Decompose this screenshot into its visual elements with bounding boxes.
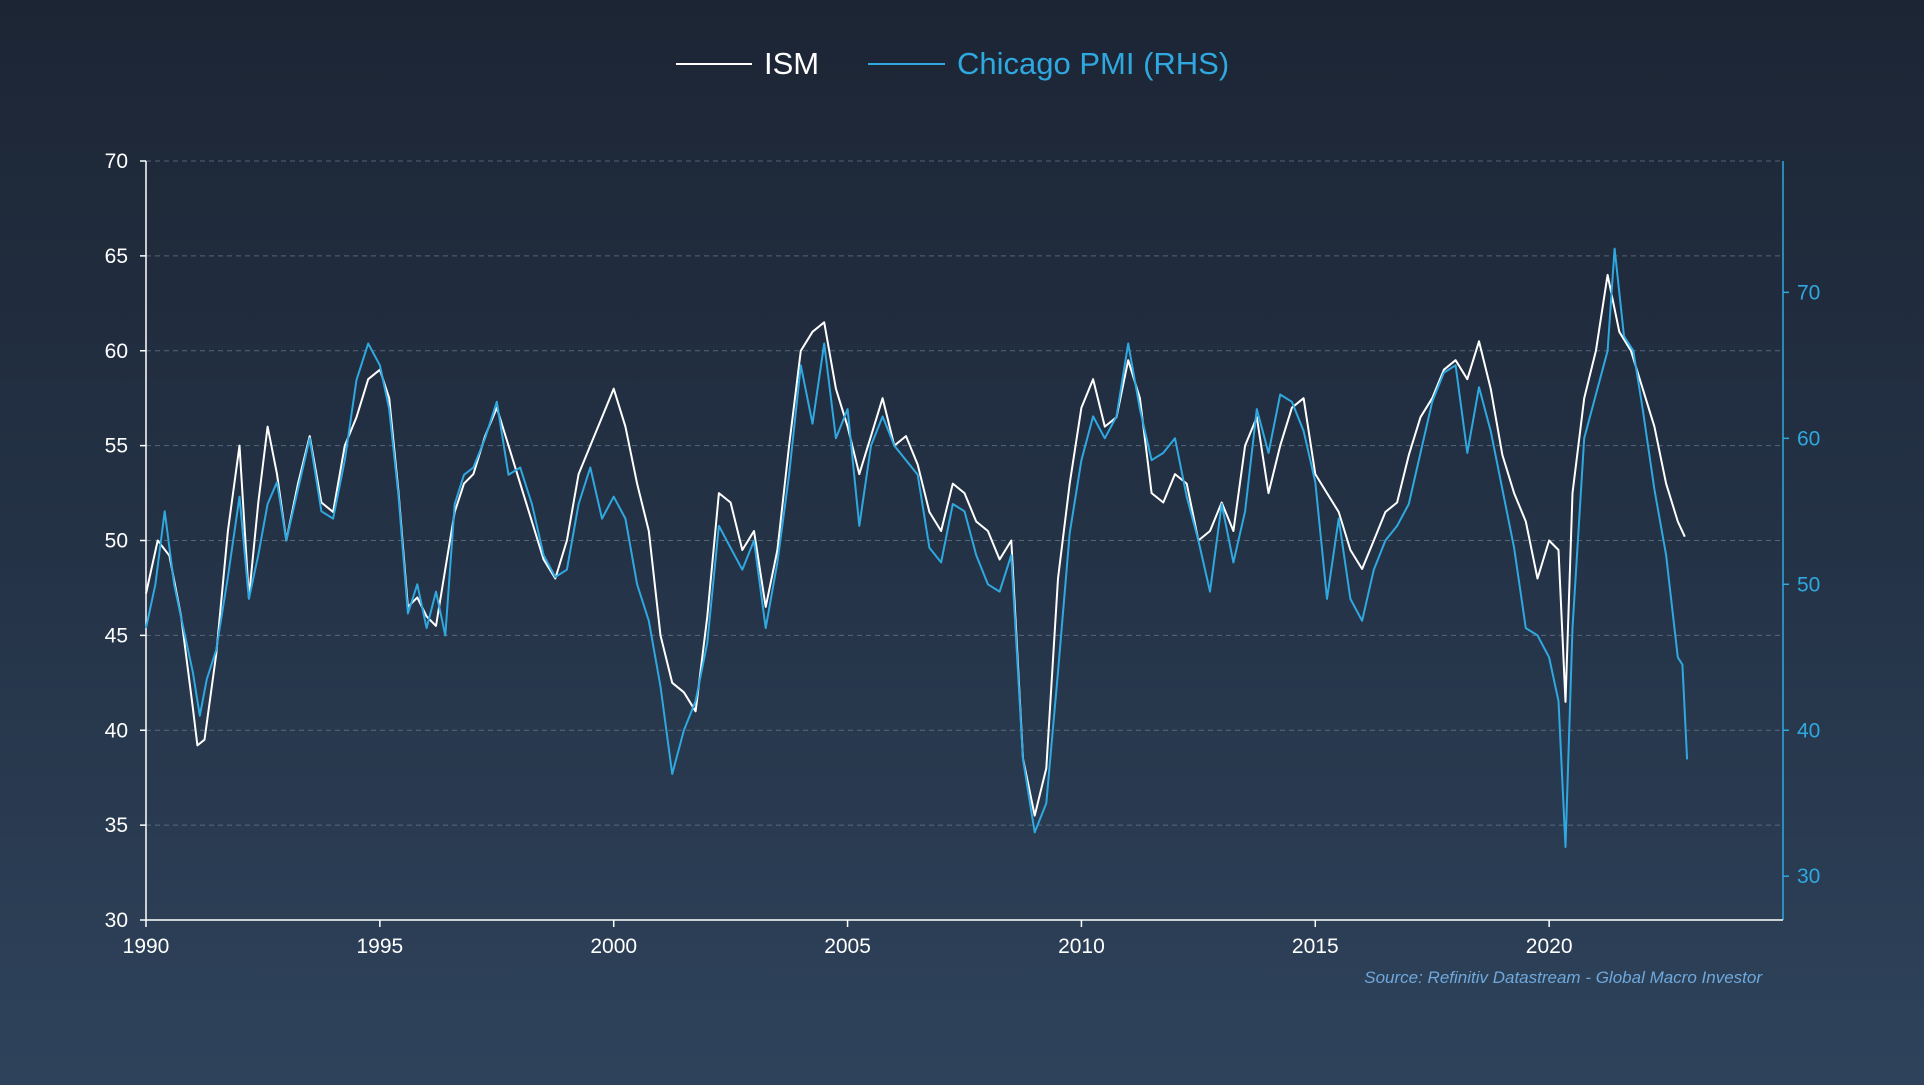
x-tick-label: 2015 xyxy=(1292,935,1339,958)
gridlines xyxy=(146,160,1783,826)
left-tick-label: 40 xyxy=(105,719,128,742)
x-tick-label: 2010 xyxy=(1058,935,1105,958)
series-line-ism xyxy=(145,273,1686,817)
left-tick-label: 50 xyxy=(105,530,128,553)
right-y-axis: 30 40 50 60 70 xyxy=(1782,161,1820,920)
left-tick-label: 55 xyxy=(105,435,128,458)
left-tick-label: 30 xyxy=(105,909,128,932)
right-tick-label: 60 xyxy=(1797,427,1820,450)
legend-label-ism: ISM xyxy=(764,46,819,81)
right-tick-label: 70 xyxy=(1797,281,1820,304)
x-tick-label: 2020 xyxy=(1526,935,1573,958)
x-axis: 1990 1995 2000 2005 2010 2015 2020 xyxy=(123,919,1783,958)
x-tick-label: 2000 xyxy=(590,935,637,958)
left-tick-label: 45 xyxy=(105,624,128,647)
legend: ISM Chicago PMI (RHS) xyxy=(676,46,1229,81)
series-lines xyxy=(145,247,1689,848)
left-tick-label: 65 xyxy=(105,245,128,268)
x-tick-label: 2005 xyxy=(824,935,871,958)
right-tick-label: 50 xyxy=(1797,573,1820,596)
legend-label-chicago: Chicago PMI (RHS) xyxy=(957,46,1229,81)
left-tick-label: 35 xyxy=(105,814,128,837)
left-tick-label: 60 xyxy=(105,340,128,363)
right-tick-label: 30 xyxy=(1797,865,1820,888)
source-note: Source: Refinitiv Datastream - Global Ma… xyxy=(1364,968,1763,987)
left-tick-label: 70 xyxy=(105,150,128,173)
x-tick-label: 1990 xyxy=(123,935,170,958)
right-tick-label: 40 xyxy=(1797,719,1820,742)
x-tick-label: 1995 xyxy=(356,935,403,958)
left-y-axis: 30 35 40 45 50 55 60 65 70 xyxy=(105,150,147,932)
series-line-chicago-pmi xyxy=(145,247,1689,848)
